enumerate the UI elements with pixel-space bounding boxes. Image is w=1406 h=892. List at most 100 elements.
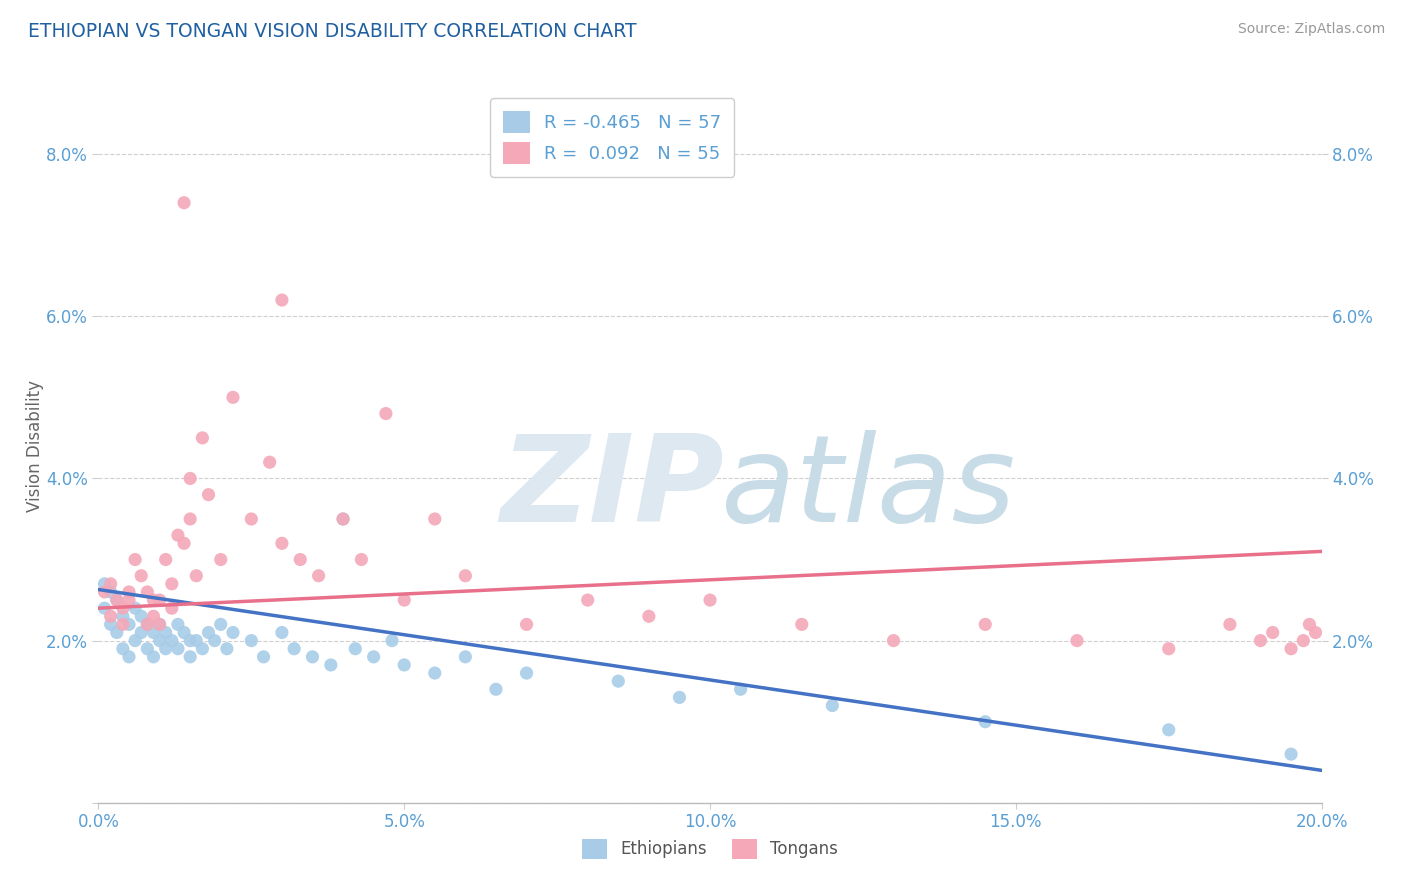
Point [118, 593, 141, 607]
Point [93, 577, 115, 591]
Text: Source: ZipAtlas.com: Source: ZipAtlas.com [1237, 22, 1385, 37]
Point [155, 625, 177, 640]
Text: ZIP: ZIP [501, 430, 724, 548]
Point [392, 657, 416, 672]
Point [821, 698, 844, 713]
Point [607, 674, 630, 689]
Point [179, 633, 201, 648]
Point [129, 568, 152, 582]
Point [454, 649, 477, 664]
Point [270, 625, 292, 640]
Point [186, 633, 208, 648]
Point [270, 536, 292, 550]
Point [124, 633, 146, 648]
Point [160, 633, 183, 648]
Point [100, 577, 122, 591]
Point [124, 601, 146, 615]
Point [516, 666, 538, 681]
Point [179, 649, 201, 664]
Point [105, 593, 128, 607]
Point [392, 593, 416, 607]
Point [93, 585, 115, 599]
Point [111, 609, 134, 624]
Point [191, 431, 214, 445]
Point [699, 593, 721, 607]
Point [136, 585, 159, 599]
Text: ETHIOPIAN VS TONGAN VISION DISABILITY CORRELATION CHART: ETHIOPIAN VS TONGAN VISION DISABILITY CO… [28, 22, 637, 41]
Point [974, 714, 997, 729]
Y-axis label: Vision Disability: Vision Disability [25, 380, 44, 512]
Point [118, 617, 141, 632]
Point [136, 617, 159, 632]
Point [142, 609, 165, 624]
Point [142, 593, 165, 607]
Point [105, 625, 128, 640]
Text: atlas: atlas [721, 430, 1017, 548]
Point [129, 609, 152, 624]
Point [111, 617, 134, 632]
Point [173, 536, 195, 550]
Point [136, 641, 159, 656]
Point [516, 617, 538, 632]
Point [173, 625, 195, 640]
Point [197, 488, 219, 502]
Point [173, 195, 195, 210]
Point [1279, 747, 1302, 761]
Point [381, 633, 404, 648]
Point [100, 609, 122, 624]
Point [423, 512, 446, 526]
Point [363, 649, 385, 664]
Point [790, 617, 813, 632]
Point [118, 649, 141, 664]
Point [167, 528, 190, 542]
Point [1305, 625, 1327, 640]
Legend: Ethiopians, Tongans: Ethiopians, Tongans [575, 832, 845, 866]
Point [485, 682, 508, 697]
Point [1261, 625, 1284, 640]
Point [129, 625, 152, 640]
Point [270, 293, 292, 307]
Point [1157, 641, 1180, 656]
Point [191, 641, 214, 656]
Point [100, 617, 122, 632]
Point [179, 512, 201, 526]
Point [142, 625, 165, 640]
Point [332, 512, 354, 526]
Point [1279, 641, 1302, 656]
Point [423, 666, 446, 681]
Point [222, 625, 245, 640]
Point [283, 641, 305, 656]
Point [252, 649, 274, 664]
Point [1219, 617, 1241, 632]
Point [730, 682, 752, 697]
Point [974, 617, 997, 632]
Point [136, 617, 159, 632]
Point [576, 593, 599, 607]
Point [319, 657, 342, 672]
Point [209, 617, 232, 632]
Point [1292, 633, 1315, 648]
Point [1157, 723, 1180, 737]
Point [332, 512, 354, 526]
Point [111, 641, 134, 656]
Point [155, 552, 177, 566]
Point [454, 568, 477, 582]
Point [160, 601, 183, 615]
Point [240, 512, 263, 526]
Point [240, 633, 263, 648]
Point [222, 390, 245, 404]
Point [1066, 633, 1088, 648]
Point [167, 617, 190, 632]
Point [637, 609, 661, 624]
Point [350, 552, 373, 566]
Point [668, 690, 690, 705]
Point [179, 471, 201, 485]
Point [883, 633, 905, 648]
Point [167, 641, 190, 656]
Point [1249, 633, 1271, 648]
Point [1298, 617, 1320, 632]
Point [155, 641, 177, 656]
Point [93, 601, 115, 615]
Point [142, 649, 165, 664]
Point [301, 649, 323, 664]
